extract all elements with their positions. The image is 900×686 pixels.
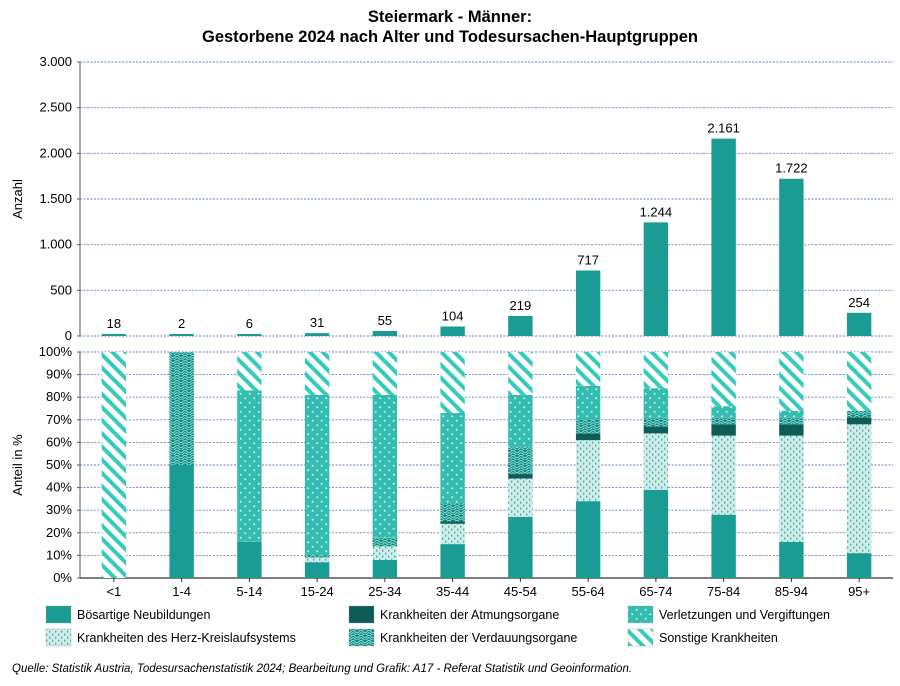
svg-text:254: 254	[848, 295, 870, 310]
svg-text:717: 717	[577, 253, 599, 268]
svg-text:Quelle: Statistik Austria, Tod: Quelle: Statistik Austria, Todesursachen…	[12, 663, 632, 675]
svg-text:Anteil in %: Anteil in %	[10, 434, 25, 496]
svg-text:50%: 50%	[46, 457, 72, 472]
svg-text:Verletzungen und Vergiftungen: Verletzungen und Vergiftungen	[659, 608, 830, 622]
svg-text:30%: 30%	[46, 502, 72, 517]
svg-text:70%: 70%	[46, 412, 72, 427]
svg-text:2.000: 2.000	[39, 145, 72, 160]
svg-text:1.244: 1.244	[640, 204, 673, 219]
svg-text:85-94: 85-94	[775, 584, 808, 599]
svg-text:15-24: 15-24	[300, 584, 333, 599]
svg-text:Anzahl: Anzahl	[10, 179, 25, 219]
svg-text:40%: 40%	[46, 480, 72, 495]
svg-text:35-44: 35-44	[436, 584, 469, 599]
svg-text:60%: 60%	[46, 434, 72, 449]
svg-text:25-34: 25-34	[368, 584, 401, 599]
svg-text:45-54: 45-54	[504, 584, 537, 599]
svg-text:0: 0	[65, 328, 72, 343]
svg-text:104: 104	[442, 309, 464, 324]
svg-text:65-74: 65-74	[639, 584, 672, 599]
svg-text:0%: 0%	[53, 570, 72, 585]
svg-text:1.722: 1.722	[775, 161, 808, 176]
svg-text:55-64: 55-64	[571, 584, 604, 599]
svg-text:20%: 20%	[46, 525, 72, 540]
svg-text:<1: <1	[106, 584, 121, 599]
svg-text:Gestorbene 2024 nach Alter und: Gestorbene 2024 nach Alter und Todesursa…	[202, 28, 698, 46]
svg-text:55: 55	[378, 313, 392, 328]
svg-text:100%: 100%	[39, 344, 73, 359]
svg-text:2.500: 2.500	[39, 100, 72, 115]
svg-text:3.000: 3.000	[39, 54, 72, 69]
svg-text:95+: 95+	[848, 584, 870, 599]
svg-text:1.000: 1.000	[39, 237, 72, 252]
svg-text:80%: 80%	[46, 389, 72, 404]
svg-text:Sonstige Krankheiten: Sonstige Krankheiten	[659, 631, 778, 645]
svg-text:219: 219	[510, 298, 532, 313]
svg-text:2.161: 2.161	[707, 121, 740, 136]
svg-text:6: 6	[246, 316, 253, 331]
svg-text:90%: 90%	[46, 367, 72, 382]
svg-text:18: 18	[107, 316, 121, 331]
svg-text:75-84: 75-84	[707, 584, 740, 599]
svg-text:Krankheiten der Atmungsorgane: Krankheiten der Atmungsorgane	[380, 608, 559, 622]
svg-text:31: 31	[310, 315, 324, 330]
svg-text:500: 500	[50, 282, 72, 297]
svg-text:1.500: 1.500	[39, 191, 72, 206]
svg-text:1-4: 1-4	[172, 584, 191, 599]
svg-text:10%: 10%	[46, 547, 72, 562]
svg-text:Bösartige Neubildungen: Bösartige Neubildungen	[77, 608, 210, 622]
svg-text:Krankheiten der Verdauungsorga: Krankheiten der Verdauungsorgane	[380, 631, 577, 645]
svg-text:Steiermark - Männer:: Steiermark - Männer:	[368, 8, 532, 26]
svg-text:Krankheiten des Herz-Kreislauf: Krankheiten des Herz-Kreislaufsystems	[77, 631, 296, 645]
svg-text:2: 2	[178, 316, 185, 331]
svg-text:5-14: 5-14	[236, 584, 262, 599]
